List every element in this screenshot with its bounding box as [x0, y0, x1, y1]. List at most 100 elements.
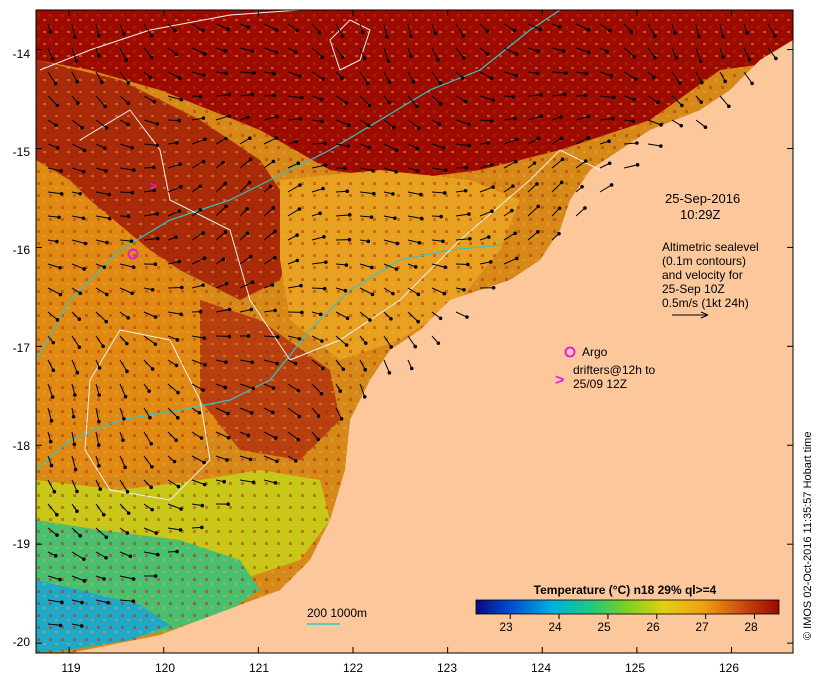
velocity-arrow-head	[126, 101, 131, 106]
velocity-arrow-head	[322, 286, 327, 291]
velocity-arrow	[95, 383, 100, 396]
velocity-arrow	[71, 143, 85, 151]
velocity-arrow-head	[324, 260, 328, 264]
velocity-arrow	[599, 71, 612, 77]
velocity-arrow-head	[124, 58, 129, 62]
velocity-arrow-head	[80, 600, 84, 605]
velocity-arrow	[95, 287, 108, 295]
velocity-arrow	[47, 263, 61, 269]
colorbar-tick-label: 27	[695, 620, 709, 634]
velocity-arrow-head	[246, 433, 251, 438]
colorbar-title: Temperature (°C) n18 29% ql>=4	[534, 583, 717, 597]
velocity-arrow-head	[293, 50, 298, 55]
velocity-arrow	[239, 455, 251, 460]
velocity-arrow-head	[179, 507, 183, 511]
velocity-arrow-head	[300, 310, 304, 315]
velocity-arrow-head	[363, 341, 368, 345]
velocity-arrow-head	[105, 240, 109, 245]
velocity-arrow-head	[463, 99, 468, 104]
velocity-arrow	[503, 138, 518, 145]
velocity-arrow-head	[178, 76, 182, 80]
velocity-arrow	[47, 359, 54, 371]
velocity-arrow-head	[347, 237, 352, 242]
velocity-arrow-head	[747, 57, 752, 62]
velocity-arrow	[335, 359, 344, 370]
velocity-arrow	[527, 183, 538, 193]
velocity-arrow	[311, 188, 324, 193]
velocity-arrow	[215, 407, 229, 414]
velocity-arrow-head	[155, 122, 160, 126]
velocity-arrow-head	[121, 438, 125, 442]
velocity-arrow	[191, 161, 204, 169]
velocity-arrow-head	[227, 307, 232, 312]
velocity-arrow-head	[293, 459, 298, 463]
velocity-arrow-head	[107, 192, 111, 197]
velocity-arrow	[191, 23, 204, 31]
velocity-arrow	[143, 213, 158, 217]
velocity-arrow	[191, 138, 206, 145]
velocity-arrow	[47, 503, 58, 516]
velocity-arrow-head	[97, 366, 102, 370]
velocity-arrow-head	[273, 229, 277, 234]
velocity-arrow-head	[104, 125, 109, 130]
map-plot-area	[36, 10, 793, 653]
velocity-arrow	[527, 94, 542, 97]
velocity-arrow-head	[129, 239, 134, 243]
time-label: 10:29Z	[680, 207, 721, 222]
velocity-arrow-head	[272, 71, 276, 76]
velocity-arrow-head	[150, 367, 155, 371]
velocity-arrow	[503, 232, 516, 241]
velocity-arrow-head	[468, 236, 472, 241]
velocity-arrow-head	[346, 144, 351, 149]
velocity-arrow	[431, 47, 439, 61]
velocity-arrow	[503, 257, 517, 265]
velocity-arrow-head	[56, 146, 60, 150]
velocity-arrow	[695, 71, 703, 83]
velocity-arrow-head	[635, 163, 640, 167]
velocity-arrow-head	[727, 104, 731, 109]
velocity-arrow	[287, 407, 300, 417]
lon-tick-label: 119	[61, 661, 80, 675]
velocity-arrow	[455, 119, 470, 125]
velocity-arrow-head	[466, 262, 470, 267]
velocity-arrow	[191, 359, 206, 366]
velocity-arrow	[359, 71, 369, 84]
velocity-arrow	[599, 23, 611, 32]
velocity-arrow	[119, 263, 134, 268]
velocity-arrow	[215, 183, 226, 193]
velocity-arrow-head	[275, 459, 279, 464]
velocity-arrow-head	[201, 388, 205, 392]
velocity-arrow-head	[275, 361, 279, 366]
velocity-arrow	[71, 71, 78, 82]
velocity-arrow	[623, 164, 638, 169]
velocity-arrow-head	[632, 55, 637, 59]
velocity-arrow-head	[485, 29, 490, 34]
velocity-arrow-head	[81, 169, 86, 174]
velocity-arrow-head	[323, 163, 328, 167]
velocity-arrow	[143, 551, 158, 555]
velocity-arrow-head	[82, 579, 87, 583]
colorbar-tick-label: 23	[499, 620, 513, 634]
velocity-arrow	[47, 167, 62, 172]
velocity-arrow-head	[224, 136, 228, 141]
velocity-arrow	[95, 311, 107, 322]
velocity-arrow	[47, 383, 54, 398]
velocity-arrow-head	[126, 122, 130, 127]
velocity-arrow	[95, 527, 107, 538]
velocity-arrow-head	[102, 265, 107, 269]
velocity-arrow-head	[201, 231, 206, 235]
colorbar-tick-label: 26	[646, 620, 660, 634]
velocity-arrow	[311, 47, 323, 58]
velocity-arrow	[407, 71, 414, 83]
velocity-arrow	[647, 119, 662, 126]
velocity-arrow	[719, 95, 730, 107]
velocity-arrow-head	[180, 285, 184, 290]
velocity-arrow	[263, 47, 277, 53]
velocity-arrow	[71, 479, 78, 492]
velocity-arrow-head	[50, 57, 55, 61]
velocity-arrow-head	[344, 343, 349, 347]
velocity-arrow	[479, 164, 492, 169]
velocity-arrow-head	[611, 116, 615, 121]
velocity-arrow-head	[467, 212, 471, 216]
velocity-arrow-head	[703, 125, 708, 130]
